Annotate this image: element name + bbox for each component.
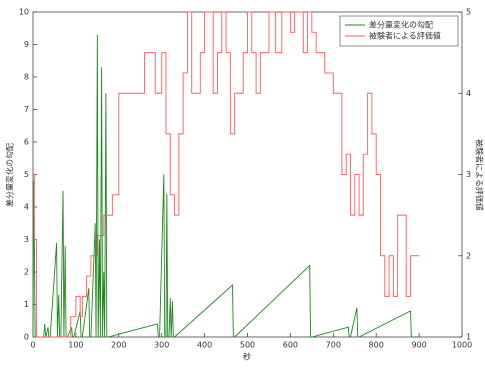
y-tick-label: 5 bbox=[24, 170, 29, 179]
y-tick-label: 1 bbox=[24, 300, 29, 309]
x-tick-label: 1000 bbox=[452, 341, 472, 350]
legend-box bbox=[339, 15, 459, 47]
y-tick-label: 6 bbox=[24, 138, 29, 147]
x-tick-label: 700 bbox=[326, 341, 341, 350]
y2-tick-label: 3 bbox=[466, 170, 471, 179]
series-line bbox=[33, 11, 420, 338]
y2-tick-label: 1 bbox=[466, 333, 471, 342]
x-tick-label: 200 bbox=[111, 341, 126, 350]
series-line bbox=[32, 34, 420, 338]
x-tick-label: 0 bbox=[30, 341, 35, 350]
y-tick-label: 7 bbox=[24, 105, 29, 114]
y2-axis-label: 被験者による評価値 bbox=[475, 139, 485, 211]
y2-tick-label: 5 bbox=[466, 8, 471, 17]
y-tick-label: 3 bbox=[24, 235, 29, 244]
y-tick-label: 9 bbox=[24, 40, 29, 49]
x-tick-label: 800 bbox=[369, 341, 384, 350]
x-tick-label: 600 bbox=[283, 341, 298, 350]
y2-tick-label: 4 bbox=[466, 89, 471, 98]
legend-label: 被験者による評価値 bbox=[369, 31, 441, 41]
y-tick-label: 10 bbox=[19, 8, 29, 17]
y-axis-label: 差分量変化の勾配 bbox=[5, 143, 15, 207]
x-tick-label: 300 bbox=[154, 341, 169, 350]
x-tick-label: 500 bbox=[240, 341, 255, 350]
x-tick-label: 100 bbox=[68, 341, 83, 350]
legend-label: 差分量変化の勾配 bbox=[369, 20, 433, 30]
x-tick-label: 400 bbox=[197, 341, 212, 350]
y-tick-label: 0 bbox=[24, 333, 29, 342]
y-tick-label: 2 bbox=[24, 268, 29, 277]
x-axis-label: 秒 bbox=[243, 352, 251, 362]
y-tick-label: 8 bbox=[24, 73, 29, 82]
y-tick-label: 4 bbox=[24, 203, 29, 212]
x-tick-label: 900 bbox=[411, 341, 426, 350]
y2-tick-label: 2 bbox=[466, 251, 471, 260]
